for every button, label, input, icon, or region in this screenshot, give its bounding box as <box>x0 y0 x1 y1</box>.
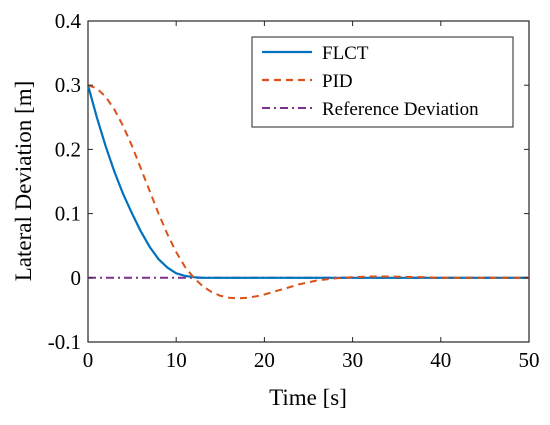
legend-label-pid: PID <box>322 71 353 92</box>
y-tick-label: 0.2 <box>55 137 81 161</box>
x-axis-title: Time [s] <box>269 385 347 410</box>
legend-label-reference: Reference Deviation <box>322 99 479 120</box>
x-tick-label: 20 <box>254 348 275 372</box>
y-tick-label: -0.1 <box>48 330 81 354</box>
series-line-pid <box>87 84 529 300</box>
x-tick-label: 30 <box>342 348 363 372</box>
tick-layer: 0 10 20 30 40 50-0.100.10.20.30.4 <box>48 9 540 372</box>
y-axis-title: Lateral Deviation [m] <box>11 81 36 282</box>
y-tick-label: 0.3 <box>55 73 81 97</box>
series-line-flct <box>86 84 529 279</box>
x-tick-label: 0 <box>83 348 94 372</box>
legend-label-flct: FLCT <box>322 43 369 64</box>
x-tick-label: 10 <box>166 348 187 372</box>
series-layer <box>86 84 529 300</box>
x-tick-label: 40 <box>430 348 451 372</box>
legend: FLCT PID Reference Deviation <box>251 36 514 128</box>
y-tick-label: 0.4 <box>55 9 82 33</box>
y-tick-label: 0.1 <box>55 202 81 226</box>
y-tick-label: 0 <box>71 266 82 290</box>
x-tick-label: 50 <box>519 348 540 372</box>
